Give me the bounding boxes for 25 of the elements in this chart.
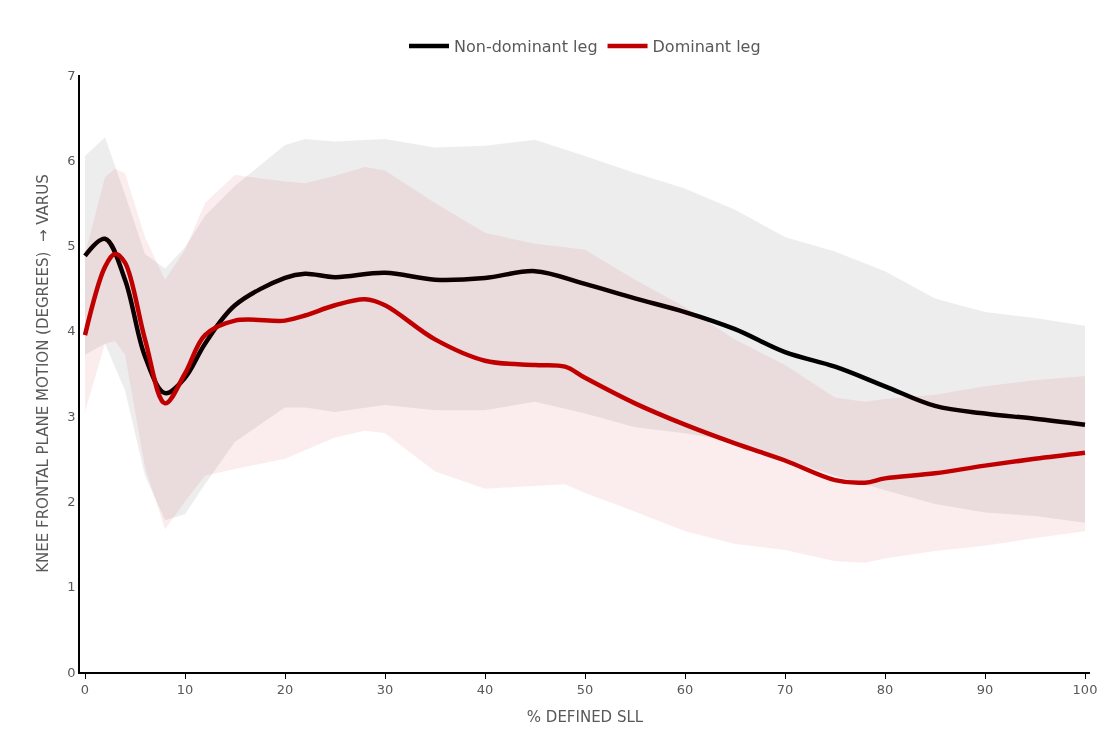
y-tick-label: 0 [67,664,76,680]
x-tick-label: 20 [276,682,294,698]
x-tick-label: 70 [776,682,794,698]
x-tick-label: 10 [176,682,194,698]
legend-label: Dominant leg [652,37,761,57]
x-tick-label: 100 [1072,682,1098,698]
line-series [82,251,1088,486]
y-tick-label: 2 [67,493,76,509]
line-series [82,236,1088,427]
y-tick-label: 3 [67,408,76,424]
x-tick-label: 30 [376,682,394,698]
x-axis-title: % DEFINED SLL [526,707,644,726]
legend-label: Non-dominant leg [454,37,598,57]
y-tick-label: 6 [67,152,76,168]
y-tick-label: 1 [67,579,76,595]
x-tick-label: 50 [576,682,594,698]
x-tick-label: 60 [676,682,694,698]
y-tick-label: 4 [67,323,76,339]
x-tick-label: 90 [976,682,994,698]
y-tick-label: 7 [67,67,76,83]
y-tick-label: 5 [67,238,76,254]
x-tick-label: 80 [876,682,894,698]
x-tick-label: 40 [476,682,494,698]
x-tick-label: 0 [80,682,90,698]
y-axis-title: KNEE FRONTAL PLANE MOTION (DEGREES) → VARUS [34,174,53,573]
